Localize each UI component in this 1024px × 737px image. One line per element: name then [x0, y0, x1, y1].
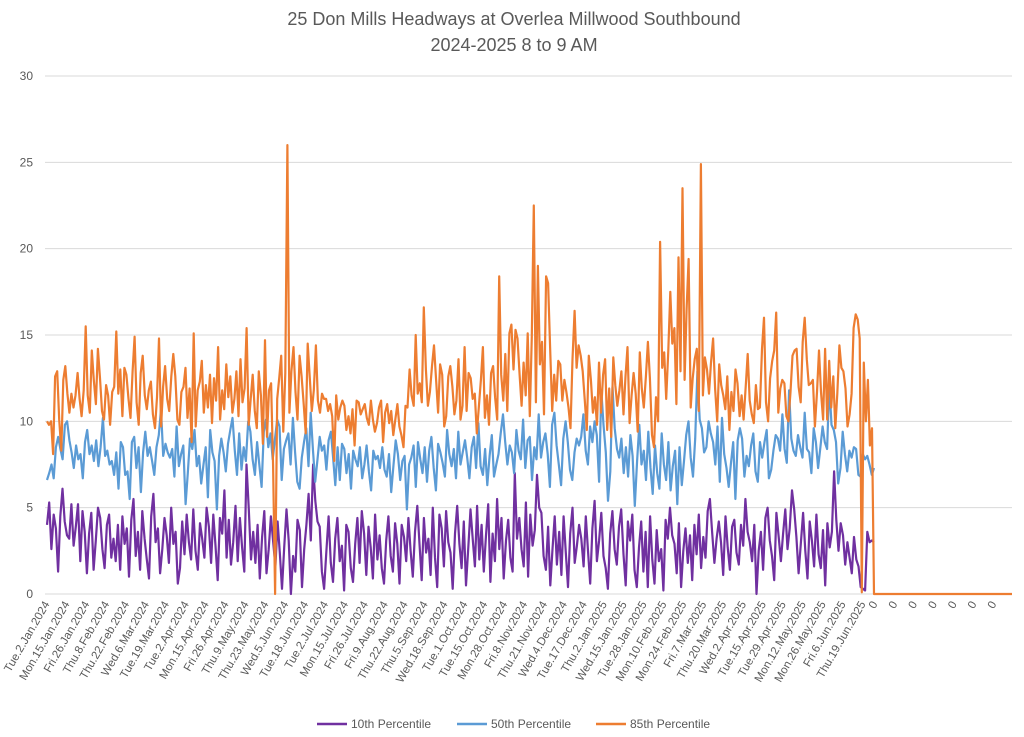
legend-item-50th-percentile[interactable]: 50th Percentile	[457, 717, 571, 731]
y-tick-label: 25	[20, 155, 34, 169]
y-tick-label: 10	[20, 414, 34, 428]
legend-label-10th: 10th Percentile	[351, 717, 431, 731]
x-tick-label-zero: 0	[966, 600, 980, 612]
legend-label-50th: 50th Percentile	[491, 717, 571, 731]
legend: 10th Percentile 50th Percentile 85th Per…	[317, 717, 710, 731]
legend-item-10th-percentile[interactable]: 10th Percentile	[317, 717, 431, 731]
y-tick-label: 30	[20, 69, 34, 83]
x-tick-label-zero: 0	[867, 600, 881, 612]
x-tick-label-zero: 0	[907, 600, 921, 612]
chart-title: 25 Don Mills Headways at Overlea Millwoo…	[287, 9, 740, 29]
y-tick-label: 0	[26, 587, 33, 601]
series-line-10th-percentile	[45, 463, 875, 596]
y-tick-label: 15	[20, 328, 34, 342]
chart-subtitle: 2024-2025 8 to 9 AM	[430, 35, 597, 55]
y-axis-ticks: 0 5 10 15 20 25 30	[20, 69, 34, 601]
x-tick-label-zero: 0	[986, 600, 1000, 612]
y-tick-label: 20	[20, 242, 34, 256]
x-tick-label-zero: 0	[926, 600, 940, 612]
x-tick-label-zero: 0	[946, 600, 960, 612]
y-tick-label: 5	[26, 501, 33, 515]
legend-item-85th-percentile[interactable]: 85th Percentile	[596, 717, 710, 731]
x-axis-ticks: Tue.2.Jan.2024Mon.15.Jan.2024Fri.26.Jan.…	[2, 599, 999, 685]
series-line-85th-percentile	[46, 144, 1012, 596]
series-lines	[45, 144, 1012, 596]
x-tick-label-zero: 0	[887, 600, 901, 612]
series-line-50th-percentile	[45, 370, 876, 511]
legend-label-85th: 85th Percentile	[630, 717, 710, 731]
